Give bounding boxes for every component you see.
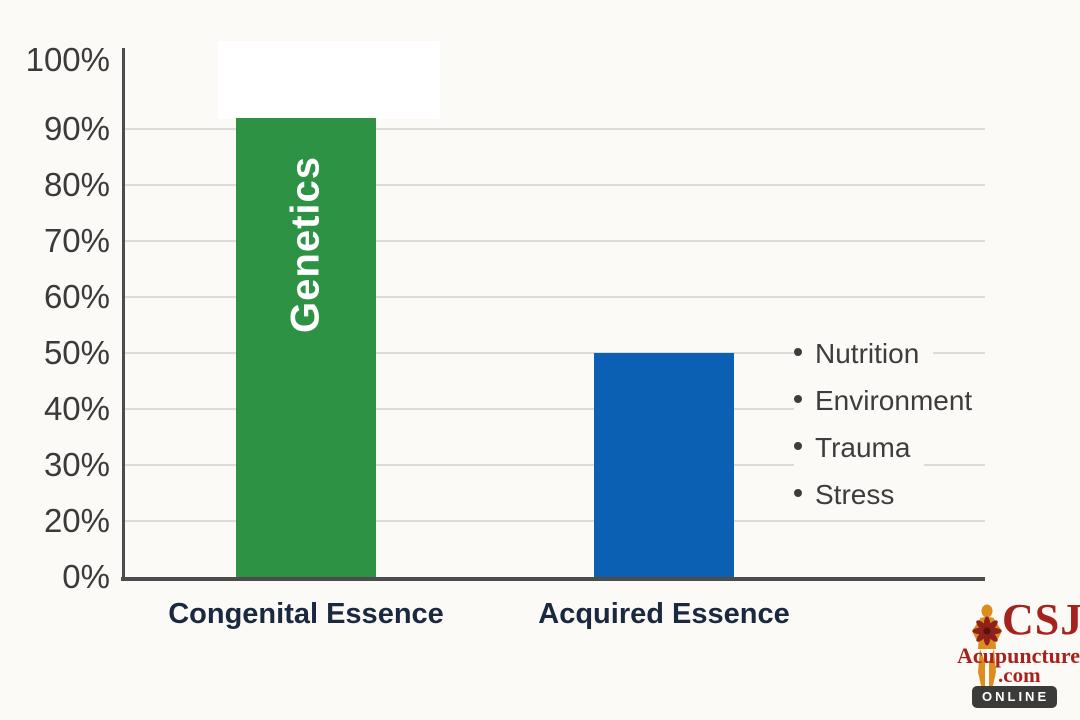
bullet-item: Stress [794, 471, 909, 518]
bullet-dot-icon [794, 394, 802, 403]
acupuncture-figure-icon [972, 604, 1002, 690]
y-tick-label: 40% [43, 390, 110, 427]
gridline [124, 184, 985, 186]
gridline [124, 520, 985, 522]
y-tick-label: 50% [43, 334, 110, 371]
y-tick-label: 0% [62, 558, 110, 595]
bar-congenital-essence: Genetics [236, 118, 376, 577]
y-tick-label: 80% [43, 166, 110, 203]
flower-icon [972, 616, 1002, 646]
bar-acquired-essence [594, 353, 734, 577]
bullet-label: Stress [815, 478, 895, 510]
bullet-label: Environment [815, 384, 973, 416]
logo-name-text: Acupuncture [957, 643, 1080, 668]
y-tick-label: 100% [25, 41, 110, 78]
gridline [124, 128, 985, 130]
gridline [124, 408, 985, 410]
logo-online-badge: ONLINE [972, 686, 1058, 708]
gridline [124, 464, 985, 466]
bullet-dot-icon [794, 441, 802, 450]
x-axis-line [121, 577, 985, 581]
white-cover-box [218, 41, 440, 119]
bullet-label: Trauma [815, 431, 911, 463]
bullet-label: Nutrition [815, 337, 920, 369]
bar-inner-label: Genetics [283, 156, 328, 333]
y-tick-label: 70% [43, 222, 110, 259]
gridline [124, 352, 985, 354]
bullet-item: Environment [794, 377, 987, 424]
acquired-essence-bullet-list: Nutrition Environment Trauma Stress [794, 330, 987, 518]
y-tick-label: 60% [43, 278, 110, 315]
y-tick-label: 30% [43, 446, 110, 483]
logo-tld-text: .com [998, 663, 1041, 687]
y-tick-label: 90% [43, 110, 110, 147]
gridline [124, 296, 985, 298]
logo-brand-text: CSJ [1002, 595, 1080, 644]
bullet-dot-icon [794, 488, 802, 497]
bullet-item: Nutrition [794, 330, 934, 377]
category-label-congenital-essence: Congenital Essence [168, 598, 444, 630]
bullet-dot-icon [794, 347, 802, 356]
category-label-acquired-essence: Acquired Essence [538, 598, 790, 630]
bullet-item: Trauma [794, 424, 925, 471]
y-tick-label: 20% [43, 502, 110, 539]
gridline [124, 240, 985, 242]
csj-acupuncture-logo: CSJ Acupuncture .com ONLINE [948, 595, 1080, 716]
y-axis-line [122, 48, 125, 581]
